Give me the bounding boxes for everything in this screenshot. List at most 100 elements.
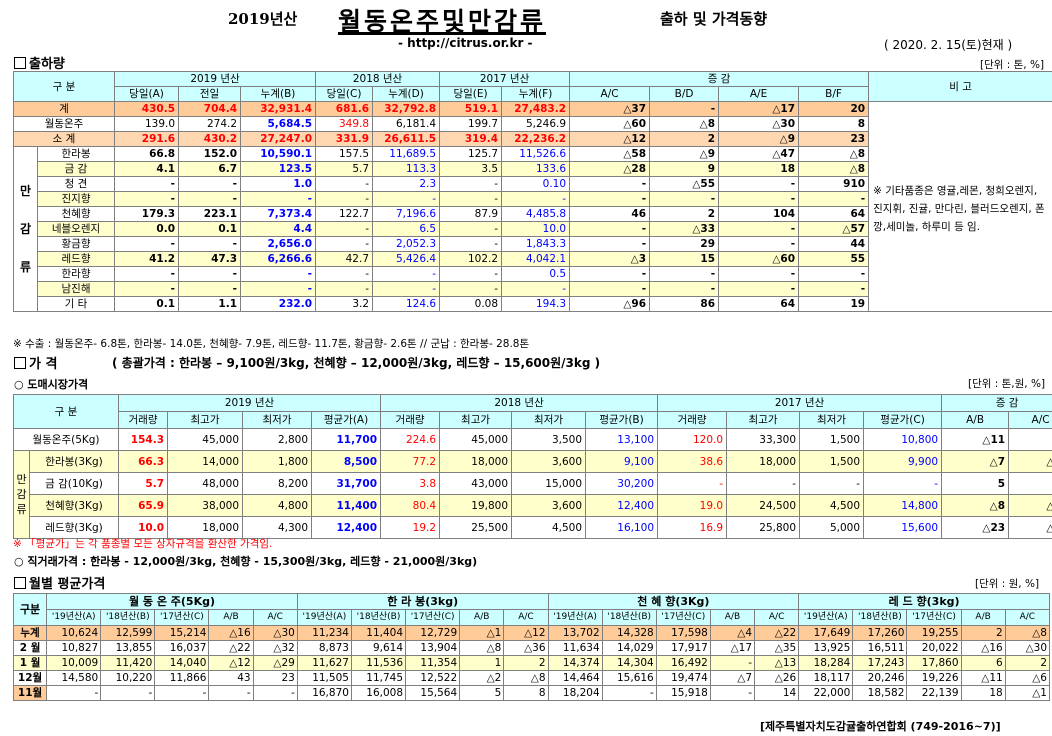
table-cell: - <box>178 266 242 282</box>
table-cell: 13,702 <box>547 625 603 641</box>
table-cell: - <box>501 191 571 207</box>
col-sub-header: 누계(F) <box>501 86 571 102</box>
table-cell: 12,599 <box>100 625 156 641</box>
table-cell: △30 <box>1004 640 1051 656</box>
table-cell: 11,745 <box>350 670 407 686</box>
table-cell: 16,511 <box>852 640 908 656</box>
table-cell: 65.9 <box>118 494 169 517</box>
row-label: 남진해 <box>36 281 116 297</box>
col-sub-header: '19년산(A) <box>798 609 854 626</box>
table-cell: 0.08 <box>439 296 503 312</box>
table-cell: - <box>100 685 156 701</box>
row-label: 월동온주 <box>12 116 116 132</box>
table-cell: 2 <box>649 131 720 147</box>
page-subtitle: 출하 및 가격동향 <box>660 10 768 28</box>
col-sub-header: '17년산(C) <box>405 609 461 626</box>
table-cell: 19.2 <box>380 516 441 539</box>
table-row: 레드향 41.2 47.3 6,266.6 42.7 5,426.4 102.2 4,042.… <box>13 251 1052 267</box>
table-cell: 430.2 <box>178 131 242 147</box>
table-cell: 46 <box>569 206 651 222</box>
row-label: 소 계 <box>12 131 116 147</box>
table-cell: - <box>601 685 657 701</box>
site-url[interactable]: - http://citrus.or.kr - <box>398 36 533 50</box>
table-cell: 11,536 <box>350 655 407 671</box>
table-cell: - <box>114 236 180 252</box>
table-cell: - <box>439 191 503 207</box>
table-cell: 32,931.4 <box>240 101 317 117</box>
table-cell: 3,500 <box>511 428 587 451</box>
table-cell: 0.0 <box>114 221 180 237</box>
table-cell: - <box>649 191 720 207</box>
table-cell: - <box>657 472 728 495</box>
col-sub-header: 누계(D) <box>372 86 441 102</box>
table-cell: △37 <box>569 101 651 117</box>
table-cell: 13,904 <box>405 640 461 656</box>
table-cell: △8 <box>459 640 505 656</box>
table-row: 기 타 0.1 1.1 232.0 3.2 124.6 0.08 194.3 △96 86 64 19 <box>14 296 1052 312</box>
table-cell: 7,373.4 <box>240 206 317 222</box>
col-sub-header: 최저가 <box>799 411 865 429</box>
col-sub-header: 전일 <box>178 86 242 102</box>
table-cell: 6.7 <box>178 161 242 177</box>
table-cell: 14,580 <box>46 670 102 686</box>
row-label: 천혜향 <box>36 206 116 222</box>
table-cell: - <box>372 281 441 297</box>
row-label: 천혜향(3Kg) <box>28 494 120 517</box>
table-cell: 16,492 <box>655 655 711 671</box>
table-cell: 681.6 <box>315 101 374 117</box>
table-cell: 291.6 <box>114 131 180 147</box>
table-cell: 16,008 <box>350 685 407 701</box>
table-cell: - <box>649 281 720 297</box>
row-label: 레드향(3Kg) <box>28 516 120 539</box>
wholesale-subtitle: ○ 도매시장가격 <box>14 378 89 391</box>
table-cell: △23 <box>1008 494 1052 517</box>
table-cell: △17 <box>709 640 756 656</box>
table-cell: 157.5 <box>315 146 374 162</box>
table-cell: - <box>798 191 870 207</box>
col-sub-header: '17년산(C) <box>655 609 711 626</box>
table-cell: 9 <box>649 161 720 177</box>
table-cell: 3,600 <box>511 494 587 517</box>
table-cell: - <box>240 281 317 297</box>
table-cell: 2 <box>1004 655 1051 671</box>
table-cell: 16,037 <box>154 640 210 656</box>
table-cell: 17,860 <box>906 655 962 671</box>
table-cell: 9,614 <box>350 640 407 656</box>
table-cell: - <box>252 685 298 701</box>
table-cell: △22 <box>208 640 254 656</box>
section-shipment-title: 출하량 <box>14 53 65 72</box>
table-cell: 14,304 <box>601 655 657 671</box>
table-cell: △17 <box>718 101 800 117</box>
table-cell: 55 <box>798 251 870 267</box>
table-cell: 18,000 <box>167 516 244 539</box>
table-cell: △21 <box>1008 516 1052 539</box>
table-cell: 3.8 <box>380 472 441 495</box>
table-cell: - <box>315 191 374 207</box>
table-cell: 42.7 <box>315 251 374 267</box>
table-row: 월동온주(5Kg) 154.3 45,000 2,800 11,700 224.6 45,0… <box>12 428 1052 451</box>
table-cell: 704.4 <box>178 101 242 117</box>
table-cell: 11,627 <box>296 655 352 671</box>
col-sub-header: B/D <box>649 86 720 102</box>
table-cell: 1,500 <box>799 450 865 473</box>
table-cell: 4.1 <box>114 161 180 177</box>
table-cell: - <box>315 281 374 297</box>
table-cell: 0.10 <box>501 176 571 192</box>
table-cell: - <box>718 281 800 297</box>
table-cell: 13,855 <box>100 640 156 656</box>
table-cell: △30 <box>718 116 800 132</box>
col-sub-header: A/C <box>252 609 298 626</box>
table-cell: 15,214 <box>154 625 210 641</box>
table-cell: 15,564 <box>405 685 461 701</box>
table-cell: - <box>178 236 242 252</box>
table-cell: 154.3 <box>118 428 169 451</box>
shipment-table: 구 분 2019 년산 2018 년산 2017 년산 증 감 비 고 당일(A… <box>12 71 1052 312</box>
table-row: 만 감 류 한라봉(3Kg) 66.3 14,000 1,800 8,500 77.2 18,00… <box>13 450 1052 539</box>
table-cell: - <box>649 266 720 282</box>
table-cell: - <box>315 221 374 237</box>
table-row: 소 계 291.6 430.2 27,247.0 331.9 26,611.5 319.4 2… <box>12 131 1052 147</box>
table-row: 네블오렌지 0.0 0.1 4.4-6.5-10.0- △33- △57 <box>13 221 1052 237</box>
row-label: 1 월 <box>12 655 48 671</box>
